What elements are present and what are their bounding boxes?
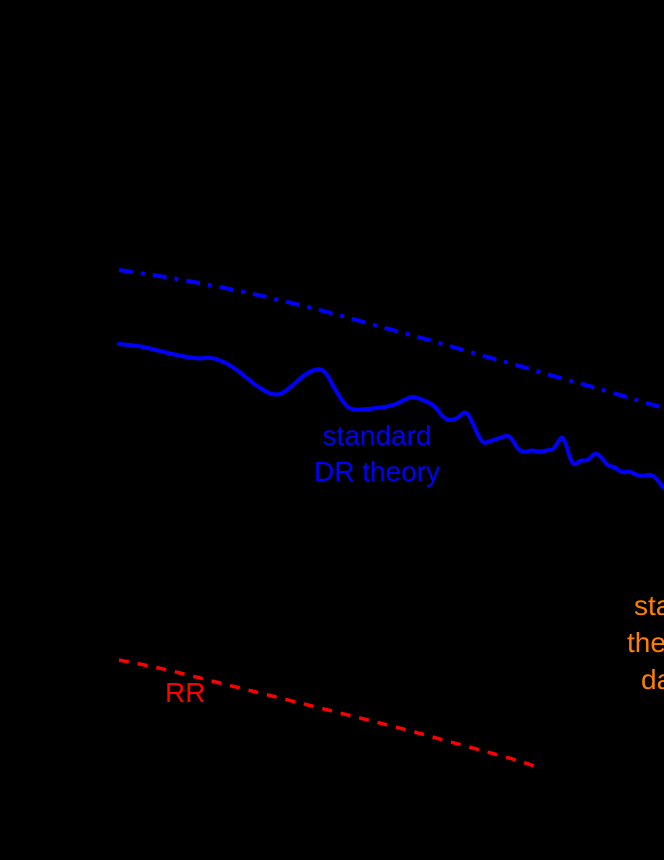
standard-dr-label-line2: DR theory — [313, 456, 441, 487]
dash-dot-curve — [118, 268, 664, 410]
rr-label: RR — [165, 677, 206, 708]
standard-dr-label: standard DR theory — [300, 418, 454, 490]
orange-label-line2: the — [627, 627, 664, 658]
orange-label-line1: sta — [634, 590, 664, 621]
orange-label-line3: da — [641, 664, 664, 695]
standard-dr-label-line1: standard — [322, 420, 432, 451]
standard-dr-theory-curve — [117, 342, 664, 490]
orange-annotation-label: sta the da — [626, 587, 664, 698]
rr-dashed-curve — [118, 658, 538, 769]
